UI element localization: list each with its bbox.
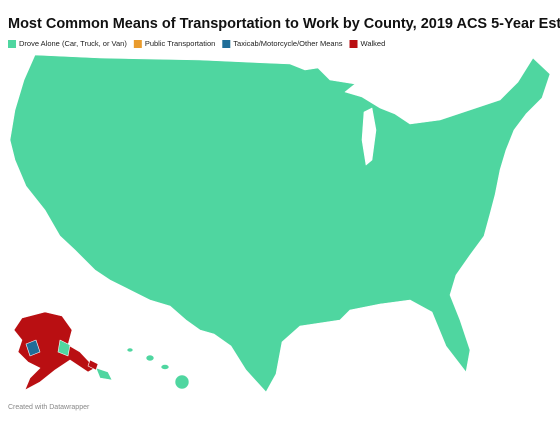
legend-swatch [349,40,358,48]
legend: Drove Alone (Car, Truck, or Van) Public T… [8,39,385,48]
title: Most Common Means of Transportation to W… [8,16,560,32]
island [174,374,190,390]
island [160,364,170,370]
legend-swatch [133,40,142,48]
legend-label: Drove Alone (Car, Truck, or Van) [19,39,127,48]
alaska-region [87,359,99,371]
map [9,54,551,393]
island [145,354,155,362]
legend-swatch [222,40,231,48]
lake-michigan [361,107,377,166]
legend-swatch [8,40,16,48]
legend-label: Taxicab/Motorcycle/Other Means [233,39,342,48]
legend-label: Walked [361,39,386,48]
contiguous-us [9,54,551,393]
alaska-region [57,339,113,381]
credit: Created with Datawrapper [8,404,90,411]
island [126,347,134,353]
alaska [13,311,96,391]
hawaii [126,347,190,390]
legend-label: Public Transportation [145,39,215,48]
alaska-region [25,339,41,357]
